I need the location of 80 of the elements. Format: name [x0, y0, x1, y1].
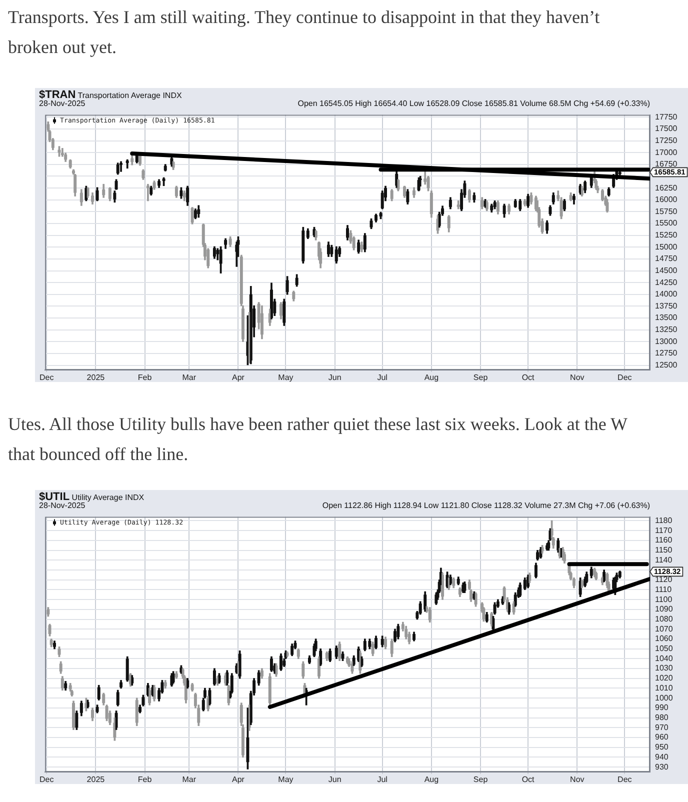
x-tick-label: Apr	[232, 775, 245, 784]
chart-title: $TRAN Transportation Average INDX	[39, 89, 182, 101]
x-tick-label: Sep	[473, 373, 488, 382]
x-tick-label: Mar	[182, 373, 196, 382]
chart-title: $UTIL Utility Average INDX	[39, 491, 144, 503]
y-tick-label: 17500	[655, 124, 678, 134]
text: Transports. Yes I am still waiting. They continue to disappoint in that they haven’t broken out yet.	[8, 6, 601, 59]
x-tick-label: Dec	[618, 775, 632, 784]
y-tick-label: 12750	[655, 348, 678, 358]
text: Utes. All those Utility bulls have been rather quiet these last six weeks. Look at the W that bounced off the line.	[8, 413, 628, 466]
x-tick-label: Feb	[138, 775, 152, 784]
chart-subtitle: 28-Nov-2025	[39, 501, 86, 510]
x-tick-label: Nov	[570, 373, 584, 382]
x-tick-label: Jun	[328, 775, 342, 784]
x-tick-label: 2025	[86, 775, 106, 784]
x-tick-label: Oct	[522, 373, 536, 382]
x-tick-label: Jul	[377, 373, 388, 382]
y-tick-label: 1160	[655, 536, 673, 545]
y-tick-label: 1150	[655, 546, 673, 555]
y-tick-label: 990	[655, 703, 669, 712]
x-tick-label: Feb	[138, 373, 152, 382]
y-tick-label: 16000	[655, 195, 678, 204]
y-tick-label: 1000	[655, 693, 674, 702]
x-tick-label: Jun	[328, 373, 342, 382]
x-tick-label: Dec	[618, 373, 632, 382]
y-tick-label: 1060	[655, 634, 674, 644]
y-tick-label: 13500	[655, 313, 678, 322]
x-tick-label: Dec	[39, 775, 54, 784]
y-tick-label: 1080	[655, 614, 674, 624]
y-tick-label: 930	[655, 762, 669, 772]
y-tick-label: 960	[655, 732, 669, 742]
y-tick-label: 14250	[655, 278, 678, 287]
x-tick-label: Mar	[182, 775, 196, 784]
y-tick-label: 1050	[655, 644, 674, 654]
y-tick-label: 14000	[655, 290, 678, 299]
y-tick-label: 12500	[655, 360, 678, 370]
y-tick-label: 1110	[655, 584, 672, 594]
y-tick-label: 940	[655, 752, 669, 762]
x-tick-label: Nov	[570, 775, 584, 784]
y-tick-label: 970	[655, 722, 669, 732]
x-tick-label: 2025	[86, 373, 106, 382]
y-tick-label: 13000	[655, 336, 678, 346]
y-tick-label: 1090	[655, 604, 674, 614]
x-tick-label: May	[278, 373, 294, 382]
y-tick-label: 1070	[655, 624, 674, 634]
y-tick-label: 1120	[655, 575, 673, 584]
y-tick-label: 15750	[655, 206, 678, 216]
y-tick-label: 950	[655, 742, 669, 752]
y-tick-label: 14750	[655, 254, 678, 264]
x-tick-label: Oct	[522, 775, 536, 784]
y-tick-label: 17750	[655, 112, 678, 122]
y-tick-label: 1100	[655, 594, 673, 604]
y-tick-label: 1010	[655, 683, 674, 692]
x-tick-label: Sep	[473, 775, 488, 784]
y-tick-label: 17000	[655, 148, 678, 157]
y-tick-label: 1180	[655, 516, 673, 525]
y-tick-label: 1040	[655, 654, 674, 663]
y-tick-label: 13750	[655, 301, 678, 310]
y-tick-label: 15250	[655, 230, 678, 240]
x-tick-label: May	[278, 775, 294, 784]
chart-subtitle: 28-Nov-2025	[39, 99, 86, 108]
y-tick-label: 14500	[655, 266, 678, 275]
text: Open 16545.05 High 16654.40 Low 16528.09 Close 16585.81 Volume 68.5M Chg +54.69 (+0.33%)	[298, 99, 650, 108]
x-tick-label: Dec	[39, 373, 54, 382]
y-tick-label: 16750	[655, 160, 678, 169]
y-tick-label: 1140	[655, 555, 673, 564]
y-tick-label: 1170	[655, 526, 673, 535]
y-tick-label: 13250	[655, 325, 678, 334]
y-tick-label: 1020	[655, 674, 674, 683]
y-tick-label: 15500	[655, 218, 678, 228]
x-tick-label: Aug	[424, 775, 439, 784]
x-tick-label: Jul	[377, 775, 388, 784]
text: Open 1122.86 High 1128.94 Low 1121.80 Close 1128.32 Volume 27.3M Chg +7.06 (+0.63%)	[322, 501, 650, 510]
x-tick-label: Apr	[232, 373, 245, 382]
y-tick-label: 980	[655, 713, 669, 722]
y-tick-label: 17250	[655, 136, 678, 145]
x-tick-label: Aug	[424, 373, 439, 382]
y-tick-label: 1030	[655, 664, 674, 673]
y-tick-label: 15000	[655, 242, 678, 252]
y-tick-label: 16250	[655, 183, 678, 192]
